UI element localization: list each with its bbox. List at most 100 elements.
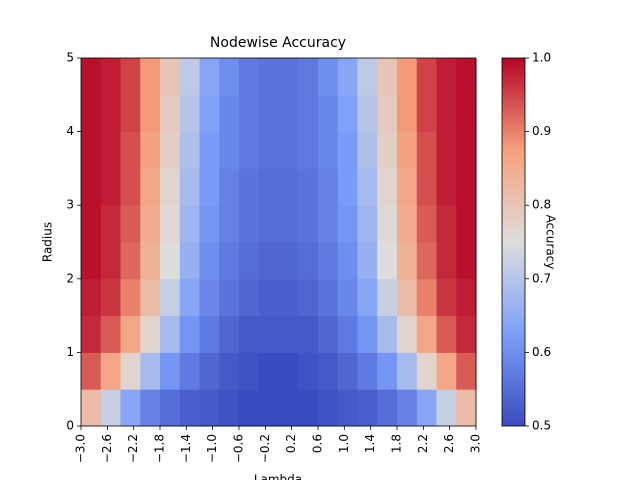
heatmap-cell	[397, 352, 418, 390]
heatmap-cell	[219, 94, 240, 133]
heatmap-cell	[179, 278, 200, 317]
heatmap-cell	[278, 58, 299, 96]
heatmap-cell	[357, 278, 378, 317]
heatmap-cell	[377, 315, 398, 353]
heatmap-cell	[377, 278, 398, 317]
heatmap-cell	[140, 315, 161, 353]
heatmap-cell	[318, 131, 339, 169]
heatmap-cell	[456, 278, 477, 317]
heatmap-cell	[278, 168, 299, 206]
heatmap-cell	[219, 389, 240, 427]
heatmap-cell	[219, 205, 240, 243]
heatmap-cell	[120, 205, 141, 243]
heatmap-cell	[298, 352, 319, 390]
heatmap-cell	[318, 205, 339, 243]
heatmap-cell	[298, 131, 319, 169]
heatmap-cell	[416, 94, 437, 133]
heatmap-cell	[436, 205, 457, 243]
heatmap-cell	[357, 352, 378, 390]
heatmap-cell	[397, 58, 418, 96]
heatmap-cell	[81, 352, 102, 390]
heatmap-cell	[436, 278, 457, 317]
heatmap-cell	[258, 58, 279, 96]
x-tick-label: 3.0	[469, 434, 483, 453]
heatmap-cell	[120, 278, 141, 317]
heatmap-cell	[179, 168, 200, 206]
heatmap-cell	[318, 94, 339, 133]
heatmap-cell	[140, 205, 161, 243]
heatmap-cell	[456, 94, 477, 133]
x-tick-label: −0.2	[258, 434, 272, 463]
x-tick-label: 2.2	[416, 434, 430, 453]
heatmap-cell	[416, 389, 437, 427]
heatmap-cell	[357, 94, 378, 133]
heatmap-cell	[81, 242, 102, 280]
heatmap-cell	[199, 131, 220, 169]
heatmap-cell	[120, 168, 141, 206]
heatmap-cell	[239, 58, 260, 96]
heatmap-cell	[397, 242, 418, 280]
heatmap-cell	[416, 58, 437, 96]
heatmap-cell	[337, 389, 358, 427]
heatmap-cell	[239, 168, 260, 206]
heatmap-cell	[337, 94, 358, 133]
x-tick-label: −0.6	[232, 434, 246, 463]
heatmap-cell	[100, 278, 121, 317]
heatmap-cell	[120, 58, 141, 96]
heatmap-cell	[337, 58, 358, 96]
heatmap-cell	[337, 315, 358, 353]
y-tick-label: 4	[66, 124, 74, 138]
heatmap-cell	[179, 242, 200, 280]
heatmap-cell	[416, 168, 437, 206]
heatmap-cell	[397, 278, 418, 317]
heatmap-cell	[160, 94, 181, 133]
x-tick-label: 0.2	[284, 434, 298, 453]
heatmap-cell	[298, 168, 319, 206]
heatmap-cell	[258, 315, 279, 353]
heatmap-cell	[357, 131, 378, 169]
heatmap-cell	[219, 131, 240, 169]
colorbar	[501, 57, 526, 427]
colorbar-tick-label: 1.0	[532, 51, 551, 65]
heatmap-cell	[160, 58, 181, 96]
heatmap-cell	[278, 205, 299, 243]
heatmap-cell	[120, 94, 141, 133]
heatmap-cell	[100, 168, 121, 206]
heatmap-cell	[258, 94, 279, 133]
heatmap-cell	[81, 205, 102, 243]
heatmap-cell	[298, 315, 319, 353]
heatmap-cell	[377, 352, 398, 390]
heatmap-cell	[120, 131, 141, 169]
heatmap-cell	[318, 352, 339, 390]
heatmap-cell	[436, 168, 457, 206]
heatmap-cell	[179, 94, 200, 133]
heatmap-cell	[81, 94, 102, 133]
x-tick-label: −1.4	[179, 434, 193, 463]
heatmap-cell	[357, 168, 378, 206]
heatmap-cell	[377, 242, 398, 280]
heatmap-cell	[357, 389, 378, 427]
heatmap-cell	[357, 315, 378, 353]
heatmap-cell	[160, 352, 181, 390]
heatmap-cell	[120, 242, 141, 280]
heatmap-cell	[377, 389, 398, 427]
heatmap-cell	[337, 205, 358, 243]
heatmap-cell	[456, 205, 477, 243]
heatmap-cell	[397, 131, 418, 169]
heatmap-cell	[377, 94, 398, 133]
x-tick-label: 1.0	[337, 434, 351, 453]
heatmap-cell	[278, 131, 299, 169]
heatmap-cell	[140, 94, 161, 133]
heatmap-cell	[436, 242, 457, 280]
heatmap-cell	[377, 58, 398, 96]
heatmap-cell	[140, 58, 161, 96]
heatmap-cell	[199, 205, 220, 243]
heatmap-cell	[357, 242, 378, 280]
heatmap-cell	[219, 352, 240, 390]
heatmap-cell	[239, 389, 260, 427]
chart-title: Nodewise Accuracy	[210, 35, 346, 51]
heatmap-cell	[337, 168, 358, 206]
heatmap-cell	[357, 58, 378, 96]
heatmap-cell	[160, 315, 181, 353]
heatmap-cell	[160, 389, 181, 427]
